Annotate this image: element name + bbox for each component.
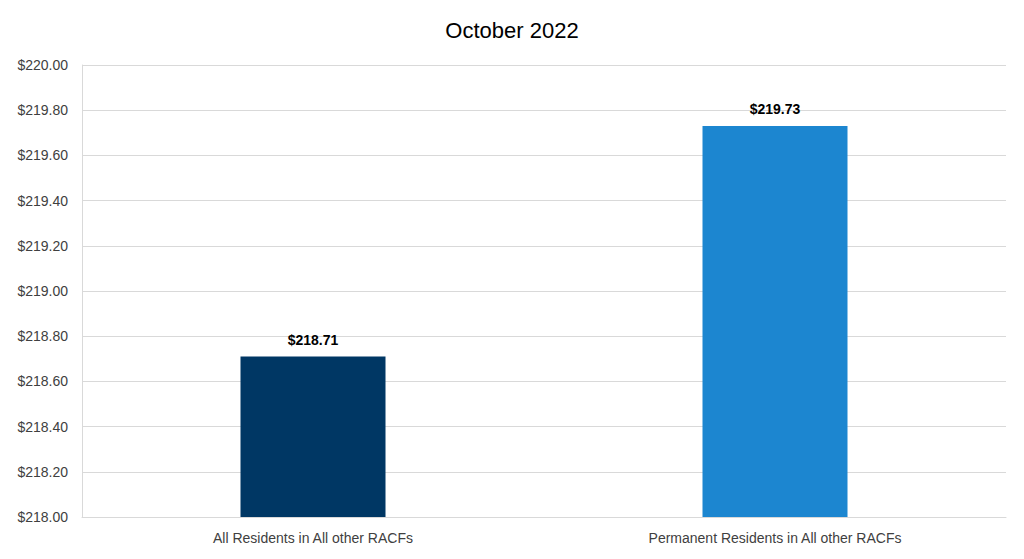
svg-text:$218.40: $218.40 — [17, 419, 68, 435]
svg-text:October 2022: October 2022 — [445, 18, 578, 43]
svg-text:$219.80: $219.80 — [17, 102, 68, 118]
svg-text:$218.20: $218.20 — [17, 464, 68, 480]
svg-text:$219.20: $219.20 — [17, 238, 68, 254]
svg-text:$220.00: $220.00 — [17, 57, 68, 73]
svg-text:$219.60: $219.60 — [17, 147, 68, 163]
svg-text:Permanent Residents in All oth: Permanent Residents in All other RACFs — [649, 530, 902, 546]
svg-text:All Residents in All other RAC: All Residents in All other RACFs — [213, 530, 413, 546]
svg-text:$218.60: $218.60 — [17, 373, 68, 389]
svg-text:$219.00: $219.00 — [17, 283, 68, 299]
svg-text:$218.71: $218.71 — [288, 332, 339, 348]
svg-text:$219.40: $219.40 — [17, 193, 68, 209]
svg-text:$218.00: $218.00 — [17, 509, 68, 525]
svg-text:$218.80: $218.80 — [17, 328, 68, 344]
svg-text:$219.73: $219.73 — [750, 101, 801, 117]
